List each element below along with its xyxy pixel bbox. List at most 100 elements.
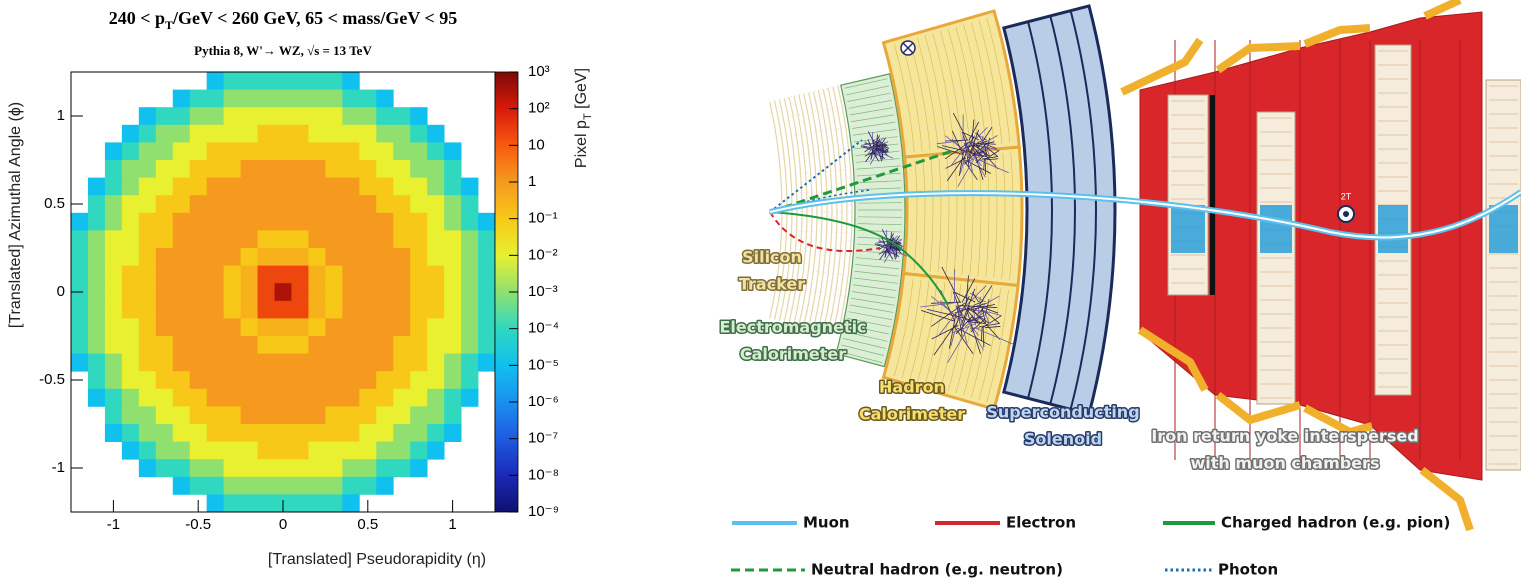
heat-cell bbox=[427, 283, 444, 301]
heat-cell bbox=[410, 318, 427, 336]
heat-cell bbox=[156, 371, 173, 389]
heat-cell bbox=[241, 424, 258, 442]
heat-cell bbox=[342, 336, 359, 354]
heat-cell bbox=[190, 213, 207, 231]
heat-cell bbox=[173, 90, 190, 108]
heat-cell bbox=[173, 389, 190, 407]
heat-cell bbox=[122, 371, 139, 389]
heat-cell bbox=[308, 90, 325, 108]
heat-cell bbox=[393, 389, 410, 407]
heat-cell bbox=[393, 371, 410, 389]
heat-cell bbox=[258, 248, 275, 266]
heat-cell bbox=[342, 125, 359, 143]
title-part: /GeV < 260 GeV, 65 < mass/GeV < 95 bbox=[172, 8, 457, 28]
heat-cell bbox=[359, 477, 376, 495]
heat-cell bbox=[342, 72, 359, 90]
heat-cell bbox=[410, 406, 427, 424]
heat-cell bbox=[224, 195, 241, 213]
heat-cell bbox=[275, 336, 292, 354]
heat-cell bbox=[308, 283, 325, 301]
heat-cell bbox=[224, 107, 241, 125]
heat-cell bbox=[105, 406, 122, 424]
heat-cell bbox=[122, 389, 139, 407]
heat-cell bbox=[275, 107, 292, 125]
heat-cell bbox=[342, 371, 359, 389]
heat-cell bbox=[444, 266, 461, 284]
heat-cell bbox=[393, 160, 410, 178]
heat-cell bbox=[258, 125, 275, 143]
heat-cell bbox=[308, 318, 325, 336]
heat-cell bbox=[427, 354, 444, 372]
heat-cell bbox=[325, 477, 342, 495]
heat-cell bbox=[427, 371, 444, 389]
heat-cell bbox=[342, 283, 359, 301]
heat-cell bbox=[139, 248, 156, 266]
heat-cell bbox=[122, 230, 139, 248]
heat-cell bbox=[291, 266, 308, 284]
colorbar-tick-label: 10⁻⁹ bbox=[528, 503, 559, 520]
heat-cell bbox=[105, 354, 122, 372]
heat-cell bbox=[241, 178, 258, 196]
heat-cell bbox=[156, 142, 173, 160]
heat-cell bbox=[224, 160, 241, 178]
heat-cell bbox=[207, 230, 224, 248]
heat-cell bbox=[241, 459, 258, 477]
component-label: Calorimeter bbox=[740, 345, 846, 364]
chart-title: 240 < pT/GeV < 260 GeV, 65 < mass/GeV < … bbox=[109, 8, 458, 32]
heat-cell bbox=[291, 283, 308, 301]
heat-cell bbox=[224, 213, 241, 231]
heat-cell bbox=[173, 213, 190, 231]
heat-cell bbox=[342, 213, 359, 231]
heat-cell bbox=[224, 442, 241, 460]
heat-cell bbox=[190, 301, 207, 319]
heat-cell bbox=[139, 459, 156, 477]
heat-cell bbox=[291, 389, 308, 407]
heat-cell bbox=[71, 301, 88, 319]
heat-cell bbox=[359, 213, 376, 231]
heat-cell bbox=[359, 266, 376, 284]
heat-cell bbox=[156, 178, 173, 196]
heat-cell bbox=[308, 213, 325, 231]
heat-cell bbox=[156, 354, 173, 372]
heat-cell bbox=[224, 389, 241, 407]
heat-cell bbox=[258, 442, 275, 460]
heat-cell bbox=[342, 389, 359, 407]
heat-cell bbox=[207, 125, 224, 143]
heat-cell bbox=[444, 213, 461, 231]
heat-cell bbox=[444, 230, 461, 248]
heat-cell bbox=[393, 125, 410, 143]
heat-cell bbox=[291, 354, 308, 372]
heat-cell bbox=[190, 125, 207, 143]
heat-cell bbox=[410, 354, 427, 372]
heat-cell bbox=[444, 354, 461, 372]
heat-cell bbox=[410, 266, 427, 284]
heat-cell bbox=[156, 160, 173, 178]
colorbar-tick-label: 10⁻⁵ bbox=[528, 356, 559, 373]
heat-cell bbox=[190, 354, 207, 372]
heat-cell bbox=[359, 195, 376, 213]
component-label: with muon chambers bbox=[1191, 454, 1380, 473]
heatmap: -1-0.500.51-1-0.500.5110³10²10110⁻¹10⁻²1… bbox=[39, 63, 559, 533]
heat-cell bbox=[258, 266, 275, 284]
component-label: Solenoid bbox=[1024, 430, 1102, 449]
heat-cell bbox=[258, 336, 275, 354]
heat-cell bbox=[325, 248, 342, 266]
heat-cell bbox=[342, 230, 359, 248]
heat-cell bbox=[444, 283, 461, 301]
chamber-detector bbox=[1378, 205, 1408, 253]
colorbar-tick-label: 10⁻⁸ bbox=[528, 466, 559, 483]
heat-cell bbox=[207, 178, 224, 196]
heat-cell bbox=[461, 266, 478, 284]
heat-cell bbox=[359, 336, 376, 354]
heat-cell bbox=[359, 230, 376, 248]
heat-cell bbox=[190, 318, 207, 336]
heat-cell bbox=[376, 230, 393, 248]
colorbar-tick-label: 10 bbox=[528, 136, 545, 153]
heat-cell bbox=[275, 301, 292, 319]
heat-cell bbox=[241, 301, 258, 319]
heat-cell bbox=[173, 160, 190, 178]
heat-cell bbox=[88, 230, 105, 248]
heat-cell bbox=[291, 406, 308, 424]
heat-cell bbox=[376, 178, 393, 196]
heat-cell bbox=[224, 266, 241, 284]
